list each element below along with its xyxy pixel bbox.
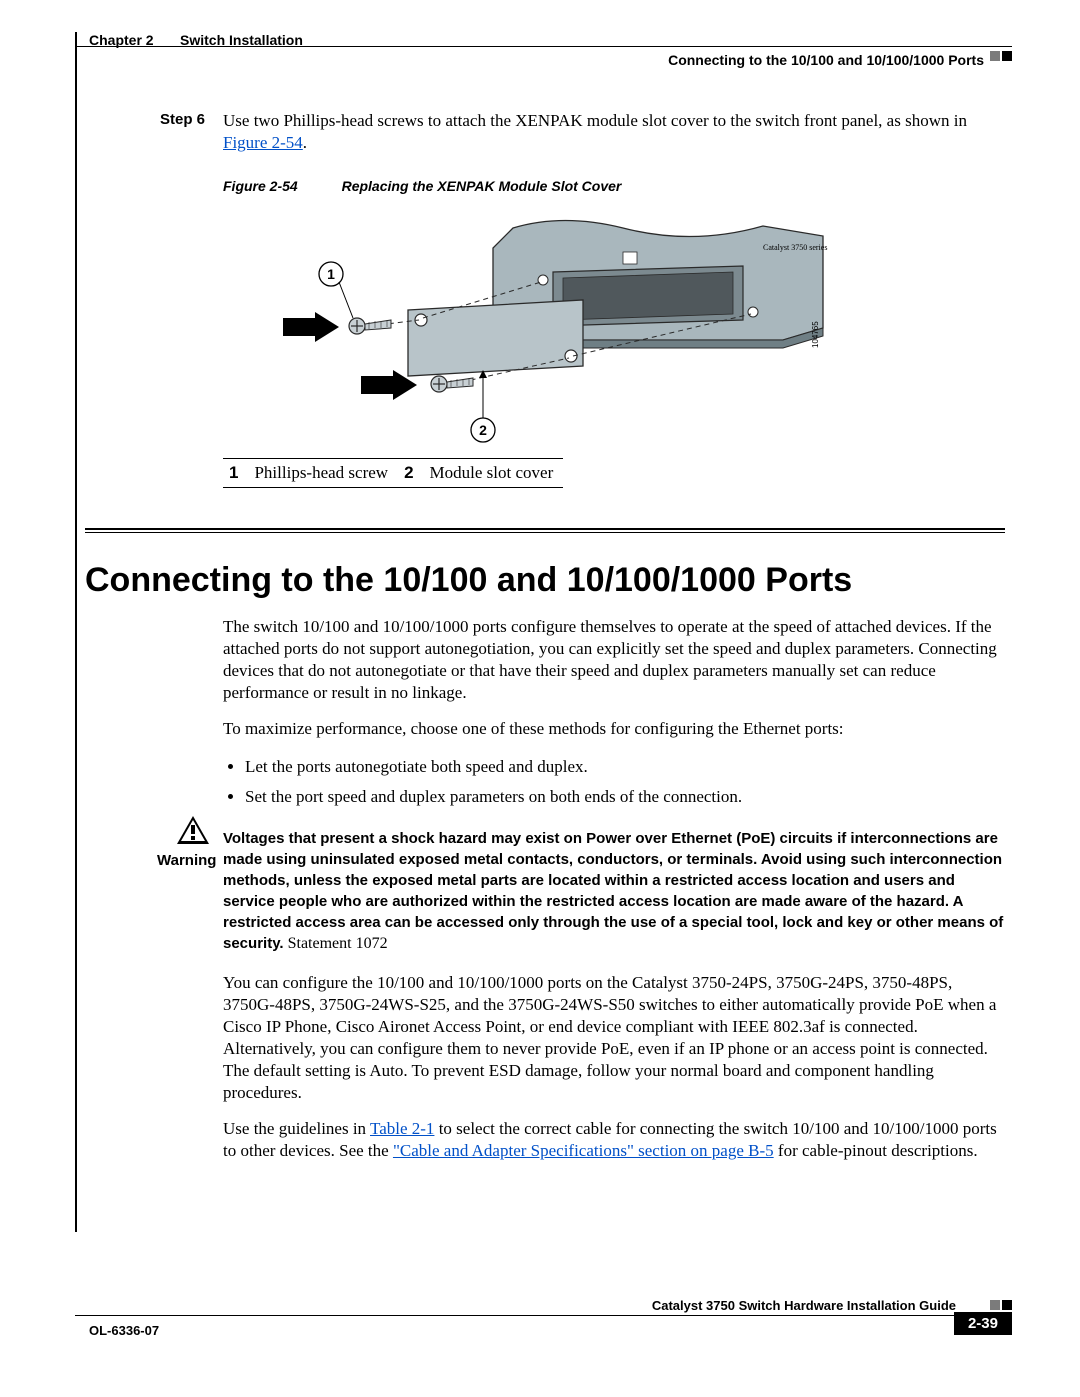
- chapter-title: Switch Installation: [180, 32, 303, 48]
- para4-c: for cable-pinout descriptions.: [774, 1141, 978, 1160]
- table-link[interactable]: Table 2-1: [370, 1119, 434, 1138]
- callout-table: 1 Phillips-head screw 2 Module slot cove…: [223, 458, 563, 488]
- device-badge: [623, 252, 637, 264]
- list-item: Set the port speed and duplex parameters…: [245, 784, 1005, 810]
- step-text-a: Use two Phillips-head screws to attach t…: [223, 111, 967, 130]
- screw-2: [431, 376, 473, 392]
- footer-decor-box-grey: [990, 1300, 1000, 1310]
- step-text-b: .: [303, 133, 307, 152]
- screw-1: [349, 318, 391, 334]
- para4-a: Use the guidelines in: [223, 1119, 370, 1138]
- chapter-label: Chapter 2: [89, 32, 154, 48]
- device-label-text: Catalyst 3750 series: [763, 243, 827, 252]
- warning-icon: [175, 814, 211, 846]
- step-label: Step 6: [135, 110, 205, 154]
- callout-2-label: Module slot cover: [420, 459, 564, 488]
- slot-cover: [408, 300, 583, 376]
- figure-caption: Figure 2-54 Replacing the XENPAK Module …: [223, 178, 1005, 194]
- device-slot-inner: [563, 272, 733, 320]
- figure-svg: Catalyst 3750 series: [223, 208, 833, 448]
- figure-illustration: Catalyst 3750 series: [223, 208, 833, 448]
- warning-text: Voltages that present a shock hazard may…: [223, 828, 1005, 954]
- header-decor-box-grey: [990, 51, 1000, 61]
- paragraph-1: The switch 10/100 and 10/100/1000 ports …: [223, 616, 1005, 704]
- step-row: Step 6 Use two Phillips-head screws to a…: [135, 110, 1005, 154]
- header-decor-box-black: [1002, 51, 1012, 61]
- svg-text:2: 2: [479, 422, 487, 438]
- left-vertical-rule: [75, 32, 77, 1232]
- callout-1-num: 1: [223, 459, 244, 488]
- paragraph-2: To maximize performance, choose one of t…: [223, 718, 1005, 740]
- page: Chapter 2 Switch Installation Connecting…: [0, 0, 1080, 1397]
- list-item: Let the ports autonegotiate both speed a…: [245, 754, 1005, 780]
- footer-rule: [75, 1315, 1012, 1316]
- warning-block: Warning Voltages that present a shock ha…: [85, 828, 1005, 954]
- figure-link[interactable]: Figure 2-54: [223, 133, 303, 152]
- appendix-link[interactable]: "Cable and Adapter Specifications" secti…: [393, 1141, 774, 1160]
- bullet-list: Let the ports autonegotiate both speed a…: [223, 754, 1005, 810]
- table-row: 1 Phillips-head screw 2 Module slot cove…: [223, 459, 563, 488]
- warning-statement: Statement 1072: [284, 935, 388, 952]
- paragraph-4: Use the guidelines in Table 2-1 to selec…: [223, 1118, 1005, 1162]
- warning-body: Voltages that present a shock hazard may…: [223, 830, 1003, 952]
- callout-1-label: Phillips-head screw: [244, 459, 398, 488]
- warning-icon-column: Warning: [85, 828, 223, 851]
- section-divider: [85, 528, 1005, 533]
- footer-decor-box-black: [1002, 1300, 1012, 1310]
- page-footer: Catalyst 3750 Switch Hardware Installati…: [75, 1315, 1012, 1365]
- callout-2-num: 2: [398, 459, 419, 488]
- step-text: Use two Phillips-head screws to attach t…: [223, 110, 1005, 154]
- page-header: Chapter 2 Switch Installation Connecting…: [75, 32, 1012, 74]
- header-section-title: Connecting to the 10/100 and 10/100/1000…: [668, 52, 984, 68]
- figure-side-label: 104765: [811, 321, 820, 348]
- figure-caption-label: Figure 2-54: [223, 178, 298, 194]
- device-hole-2: [748, 307, 758, 317]
- callout-2: 2: [471, 370, 495, 442]
- section-heading: Connecting to the 10/100 and 10/100/1000…: [85, 561, 1005, 600]
- footer-page-number: 2-39: [954, 1312, 1012, 1335]
- callout-1: 1: [319, 262, 353, 318]
- footer-doc-number: OL-6336-07: [89, 1323, 159, 1338]
- arrow-1: [283, 312, 339, 342]
- figure-caption-text: Replacing the XENPAK Module Slot Cover: [342, 178, 622, 194]
- device-hole-1: [538, 275, 548, 285]
- warning-label: Warning: [157, 852, 216, 869]
- footer-guide-title: Catalyst 3750 Switch Hardware Installati…: [652, 1298, 956, 1313]
- svg-text:1: 1: [327, 266, 335, 282]
- paragraph-3: You can configure the 10/100 and 10/100/…: [223, 972, 1005, 1104]
- content-area: Step 6 Use two Phillips-head screws to a…: [85, 110, 1005, 1176]
- cover-hole-2: [565, 350, 577, 362]
